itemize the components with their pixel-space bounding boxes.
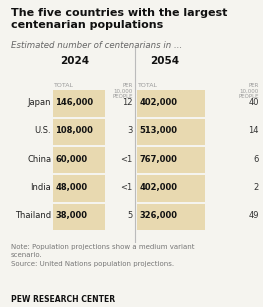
- Text: 402,000: 402,000: [139, 98, 177, 107]
- FancyBboxPatch shape: [53, 204, 105, 230]
- Text: PER
10,000
PEOPLE: PER 10,000 PEOPLE: [239, 83, 259, 99]
- Text: <1: <1: [120, 183, 133, 192]
- FancyBboxPatch shape: [137, 204, 205, 230]
- FancyBboxPatch shape: [53, 175, 105, 202]
- Text: TOTAL: TOTAL: [138, 83, 158, 88]
- Text: Note: Population projections show a medium variant
scenario.
Source: United Nati: Note: Population projections show a medi…: [11, 244, 194, 266]
- FancyBboxPatch shape: [53, 147, 105, 173]
- Text: PEW RESEARCH CENTER: PEW RESEARCH CENTER: [11, 295, 115, 304]
- FancyBboxPatch shape: [53, 91, 105, 117]
- Text: <1: <1: [120, 155, 133, 164]
- Text: Estimated number of centenarians in ...: Estimated number of centenarians in ...: [11, 41, 182, 49]
- Text: TOTAL: TOTAL: [54, 83, 74, 88]
- Text: 2054: 2054: [150, 56, 179, 66]
- Text: 12: 12: [122, 98, 133, 107]
- Text: 326,000: 326,000: [139, 211, 177, 220]
- Text: 40: 40: [249, 98, 259, 107]
- FancyBboxPatch shape: [53, 119, 105, 145]
- Text: 3: 3: [128, 126, 133, 135]
- Text: China: China: [27, 155, 51, 164]
- Text: The five countries with the largest
centenarian populations: The five countries with the largest cent…: [11, 8, 227, 30]
- Text: Japan: Japan: [28, 98, 51, 107]
- Text: 38,000: 38,000: [55, 211, 87, 220]
- Text: PER
10,000
PEOPLE: PER 10,000 PEOPLE: [112, 83, 133, 99]
- Text: 2: 2: [254, 183, 259, 192]
- Text: 146,000: 146,000: [55, 98, 93, 107]
- Text: 2024: 2024: [60, 56, 89, 66]
- Text: 108,000: 108,000: [55, 126, 93, 135]
- Text: 14: 14: [249, 126, 259, 135]
- FancyBboxPatch shape: [137, 119, 205, 145]
- Text: 767,000: 767,000: [139, 155, 177, 164]
- FancyBboxPatch shape: [137, 147, 205, 173]
- Text: India: India: [31, 183, 51, 192]
- Text: 5: 5: [128, 211, 133, 220]
- FancyBboxPatch shape: [137, 175, 205, 202]
- Text: 48,000: 48,000: [55, 183, 87, 192]
- Text: 402,000: 402,000: [139, 183, 177, 192]
- Text: 49: 49: [249, 211, 259, 220]
- Text: Thailand: Thailand: [15, 211, 51, 220]
- FancyBboxPatch shape: [137, 91, 205, 117]
- Text: 60,000: 60,000: [55, 155, 87, 164]
- Text: U.S.: U.S.: [35, 126, 51, 135]
- Text: 6: 6: [254, 155, 259, 164]
- Text: 513,000: 513,000: [139, 126, 177, 135]
